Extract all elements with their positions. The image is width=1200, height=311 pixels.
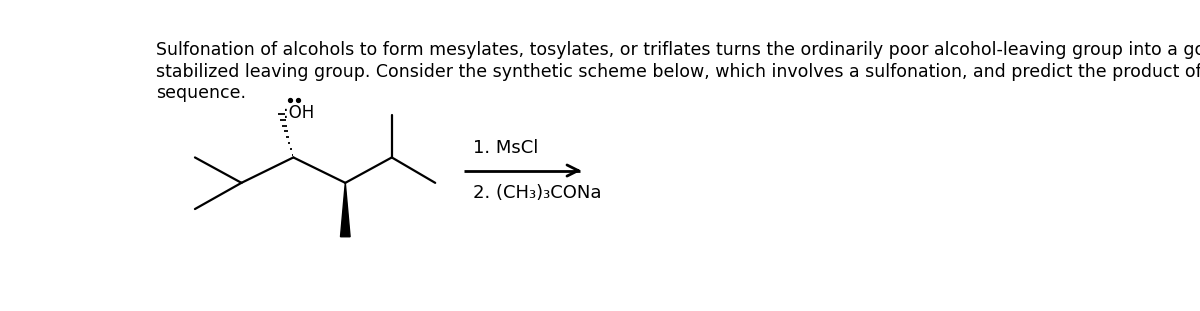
Text: sequence.: sequence. [156,84,246,102]
Polygon shape [341,183,350,237]
Text: stabilized leaving group. Consider the synthetic scheme below, which involves a : stabilized leaving group. Consider the s… [156,63,1200,81]
Text: :OH: :OH [283,104,314,122]
Text: Sulfonation of alcohols to form mesylates, tosylates, or triflates turns the ord: Sulfonation of alcohols to form mesylate… [156,41,1200,59]
Text: 1. MsCl: 1. MsCl [473,139,539,157]
Text: 2. (CH₃)₃CONa: 2. (CH₃)₃CONa [473,184,601,202]
